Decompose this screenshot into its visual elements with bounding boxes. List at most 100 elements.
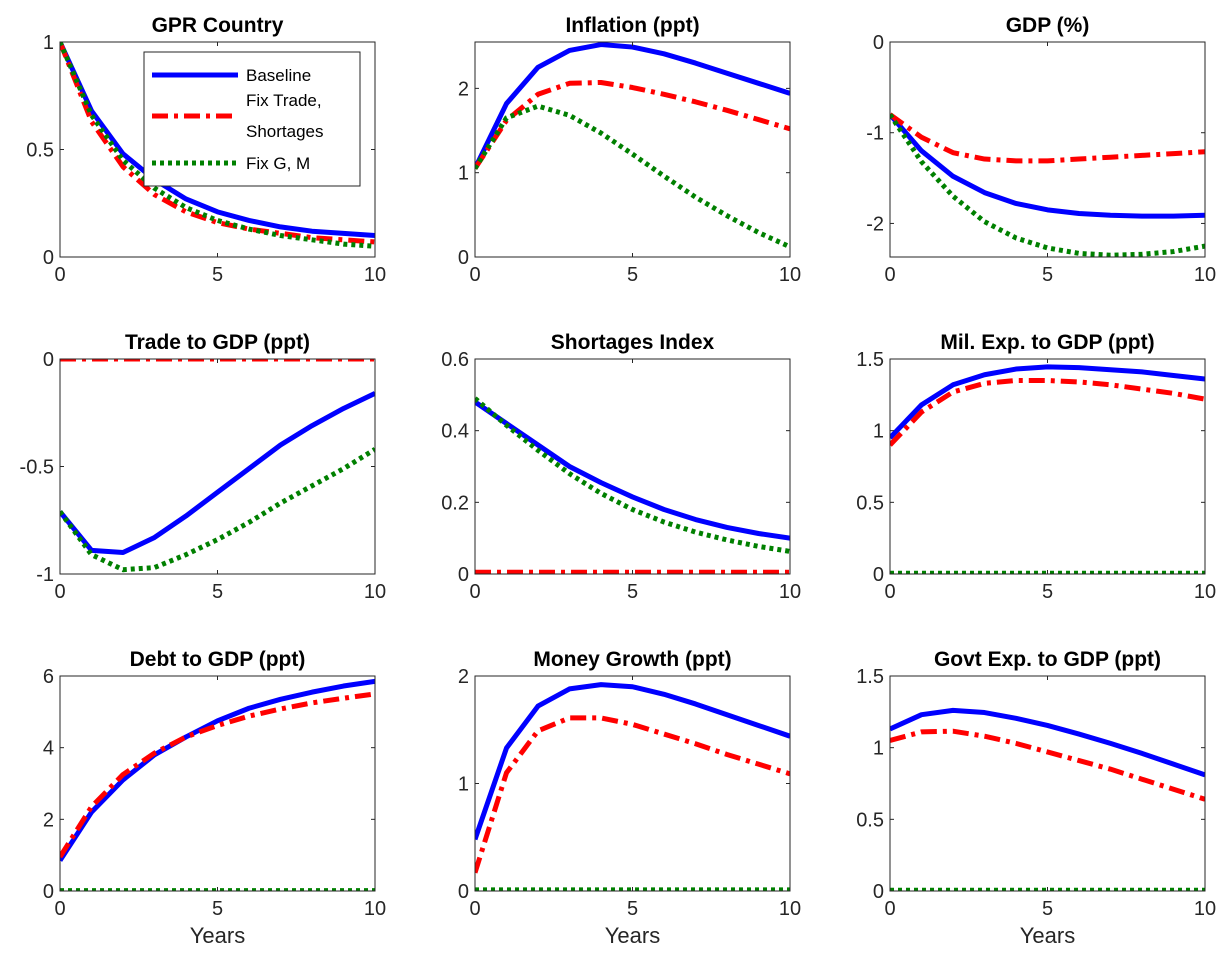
panel-inflation-ppt: Inflation (ppt) 0 5 10 0 1 2 (458, 14, 801, 286)
panel-inflation-ppt-series-fix-g-m (475, 103, 790, 250)
panel-govt-exp-to-gdp-ppt-ytick-label: 0.5 (856, 809, 884, 831)
panel-inflation-ppt-series-baseline (475, 42, 790, 170)
panel-gdp-series-baseline (890, 112, 1205, 219)
panel-trade-to-gdp-ppt: Trade to GDP (ppt) 0 5 10 -1 -0.5 0 (20, 331, 387, 603)
panel-trade-to-gdp-ppt-series-baseline (60, 391, 375, 555)
panel-inflation-ppt-series-fix-trade-shortages (475, 79, 790, 170)
panel-mil-exp-to-gdp-ppt-ytick-label: 0 (873, 564, 884, 586)
panel-shortages-index-ytick-label: 0.6 (441, 349, 469, 371)
panel-govt-exp-to-gdp-ppt-xtick-label: 10 (1194, 898, 1216, 920)
panel-shortages-index-axes-box (474, 358, 791, 575)
panel-money-growth-ppt-ytick-label: 2 (458, 666, 469, 688)
panel-gpr-country-series-fix-g-m (60, 42, 375, 249)
panel-gdp-ytick-label: -1 (866, 123, 884, 145)
panel-inflation-ppt-ytick-label: 1 (458, 163, 469, 185)
panel-trade-to-gdp-ppt-xtick-label: 0 (54, 581, 65, 603)
panel-trade-to-gdp-ppt-ytick-label: 0 (43, 349, 54, 371)
panel-money-growth-ppt-ytick-label: 1 (458, 774, 469, 796)
panel-gdp-axes-box (889, 41, 1206, 258)
panel-mil-exp-to-gdp-ppt-xtick-label: 10 (1194, 581, 1216, 603)
panel-gdp: GDP (%) 0 5 10 -2 -1 0 (866, 14, 1216, 286)
panel-gdp-xtick-label: 5 (1042, 264, 1053, 286)
legend-label-baseline: Baseline (246, 66, 311, 85)
panel-money-growth-ppt-xtick-label: 0 (469, 898, 480, 920)
panel-mil-exp-to-gdp-ppt-xtick-label: 0 (884, 581, 895, 603)
panel-inflation-ppt-xtick-label: 0 (469, 264, 480, 286)
panel-govt-exp-to-gdp-ppt-title: Govt Exp. to GDP (ppt) (934, 648, 1161, 671)
panel-gdp-xtick-label: 10 (1194, 264, 1216, 286)
panel-debt-to-gdp-ppt-ytick-label: 4 (43, 738, 54, 760)
panel-gpr-country-ytick-label: 0.5 (26, 140, 54, 162)
panel-shortages-index-ytick-label: 0.2 (441, 492, 469, 514)
panel-money-growth-ppt-title: Money Growth (ppt) (533, 648, 731, 671)
panel-debt-to-gdp-ppt-series-fix-trade-shortages (60, 691, 375, 859)
panel-debt-to-gdp-ppt-ytick-label: 2 (43, 809, 54, 831)
panel-gpr-country: GPR Country 0 5 10 0 0.5 1 Baseline Fix Trade, Sh… (26, 14, 386, 286)
panel-gpr-country-ytick-label: 0 (43, 247, 54, 269)
panel-trade-to-gdp-ppt-xtick-label: 10 (364, 581, 386, 603)
panel-money-growth-ppt-xtick-label: 10 (779, 898, 801, 920)
panel-shortages-index-series-fix-g-m (475, 396, 790, 554)
panel-mil-exp-to-gdp-ppt-ytick-label: 1.5 (856, 349, 884, 371)
panel-gpr-country-ytick-label: 1 (43, 32, 54, 54)
panel-money-growth-ppt-xlabel: Years (605, 923, 660, 948)
panel-trade-to-gdp-ppt-ytick-label: -1 (36, 564, 54, 586)
panel-gpr-country-series-fix-trade-shortages (60, 42, 375, 245)
panel-debt-to-gdp-ppt-xtick-label: 0 (54, 898, 65, 920)
panel-shortages-index-title: Shortages Index (551, 331, 715, 354)
panel-inflation-ppt-title: Inflation (ppt) (565, 14, 699, 37)
panel-inflation-ppt-ytick-label: 2 (458, 78, 469, 100)
panel-money-growth-ppt-series-fix-trade-shortages (475, 715, 790, 874)
panel-inflation-ppt-ytick-label: 0 (458, 247, 469, 269)
panel-govt-exp-to-gdp-ppt-axes-box (889, 675, 1206, 892)
panel-money-growth-ppt: Money Growth (ppt) 0 5 10 0 1 2 Years (458, 648, 801, 948)
panel-gdp-series-fix-trade-shortages (890, 112, 1205, 164)
panel-shortages-index-xtick-label: 0 (469, 581, 480, 603)
legend-label-fix-trade-shortages: Fix Trade, Shortages (246, 91, 324, 141)
panel-gpr-country-title: GPR Country (152, 14, 284, 37)
panel-govt-exp-to-gdp-ppt: Govt Exp. to GDP (ppt) 0 5 10 0 0.5 1 1.5 Years (856, 648, 1216, 948)
panel-govt-exp-to-gdp-ppt-xtick-label: 0 (884, 898, 895, 920)
panel-govt-exp-to-gdp-ppt-ytick-label: 1 (873, 738, 884, 760)
panel-debt-to-gdp-ppt-axes-box (59, 675, 376, 892)
panel-debt-to-gdp-ppt-series-baseline (60, 678, 375, 862)
panel-gpr-country-xtick-label: 0 (54, 264, 65, 286)
panel-gpr-country-series-baseline (60, 42, 375, 238)
panel-gpr-country-xtick-label: 10 (364, 264, 386, 286)
panel-inflation-ppt-xtick-label: 10 (779, 264, 801, 286)
panel-shortages-index: Shortages Index 0 5 10 0 0.2 0.4 0.6 (441, 331, 801, 603)
panel-money-growth-ppt-xtick-label: 5 (627, 898, 638, 920)
panel-gdp-ytick-label: -2 (866, 213, 884, 235)
panel-mil-exp-to-gdp-ppt-series-fix-trade-shortages (890, 378, 1205, 447)
panel-govt-exp-to-gdp-ppt-ytick-label: 0 (873, 881, 884, 903)
panel-gdp-ytick-label: 0 (873, 32, 884, 54)
panel-debt-to-gdp-ppt: Debt to GDP (ppt) 0 5 10 0 2 4 6 Years (43, 648, 386, 948)
panel-debt-to-gdp-ppt-title: Debt to GDP (ppt) (130, 648, 306, 671)
panel-mil-exp-to-gdp-ppt-ytick-label: 0.5 (856, 492, 884, 514)
panel-trade-to-gdp-ppt-title: Trade to GDP (ppt) (125, 331, 310, 354)
panel-shortages-index-xtick-label: 10 (779, 581, 801, 603)
panel-inflation-ppt-xtick-label: 5 (627, 264, 638, 286)
panel-money-growth-ppt-ytick-label: 0 (458, 881, 469, 903)
panel-trade-to-gdp-ppt-ytick-label: -0.5 (20, 457, 54, 479)
panel-govt-exp-to-gdp-ppt-ytick-label: 1.5 (856, 666, 884, 688)
panel-shortages-index-ytick-label: 0 (458, 564, 469, 586)
panel-govt-exp-to-gdp-ppt-xtick-label: 5 (1042, 898, 1053, 920)
panel-mil-exp-to-gdp-ppt-ytick-label: 1 (873, 421, 884, 443)
panel-money-growth-ppt-axes-box (474, 675, 791, 892)
panel-debt-to-gdp-ppt-xlabel: Years (190, 923, 245, 948)
panel-shortages-index-ytick-label: 0.4 (441, 421, 469, 443)
panel-gpr-country-xtick-label: 5 (212, 264, 223, 286)
panel-trade-to-gdp-ppt-xtick-label: 5 (212, 581, 223, 603)
panel-shortages-index-series-baseline (475, 399, 790, 541)
panel-gdp-series-fix-g-m (890, 113, 1205, 257)
legend-label-fix-g-m: Fix G, M (246, 154, 310, 173)
panel-debt-to-gdp-ppt-xtick-label: 5 (212, 898, 223, 920)
panel-shortages-index-xtick-label: 5 (627, 581, 638, 603)
panel-mil-exp-to-gdp-ppt-xtick-label: 5 (1042, 581, 1053, 603)
panel-debt-to-gdp-ppt-ytick-label: 6 (43, 666, 54, 688)
panel-govt-exp-to-gdp-ppt-xlabel: Years (1020, 923, 1075, 948)
panel-govt-exp-to-gdp-ppt-series-fix-trade-shortages (890, 728, 1205, 802)
panel-gdp-title: GDP (%) (1006, 14, 1090, 37)
